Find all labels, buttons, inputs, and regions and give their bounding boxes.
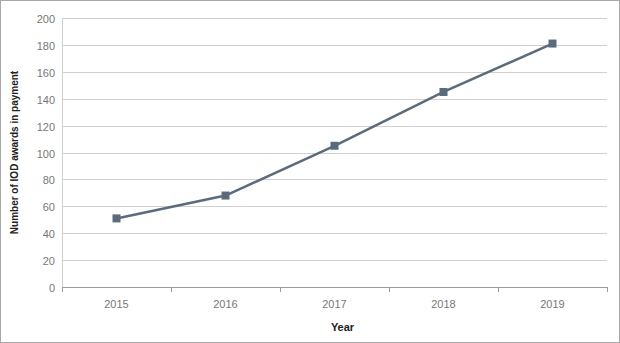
x-tick-label: 2018 (431, 298, 455, 310)
grid-line (62, 72, 607, 73)
chart-svg: 0 20 40 60 80 100 120 140 160 180 200 2015 2016 2017 2… (0, 0, 620, 343)
y-tick-label: 20 (43, 255, 55, 267)
x-tick-label: 2016 (213, 298, 237, 310)
x-tick-label: 2015 (104, 298, 128, 310)
data-marker (549, 40, 557, 48)
grid-line (62, 18, 607, 19)
grid-line (62, 260, 607, 261)
x-tick (62, 287, 63, 292)
grid-line (62, 206, 607, 207)
y-tick-label: 80 (43, 174, 55, 186)
y-tick-label: 40 (43, 228, 55, 240)
y-tick-label: 180 (37, 40, 55, 52)
frame (1, 1, 620, 343)
grid-line (62, 45, 607, 46)
y-tick-label: 200 (37, 13, 55, 25)
data-marker (113, 214, 121, 222)
y-tick-label: 60 (43, 201, 55, 213)
chart-container: 0 20 40 60 80 100 120 140 160 180 200 2015 2016 2017 2… (0, 0, 620, 343)
grid-line (62, 153, 607, 154)
x-tick (607, 287, 608, 292)
x-tick (498, 287, 499, 292)
x-axis-title: Year (331, 321, 355, 333)
x-tick (171, 287, 172, 292)
data-marker (331, 142, 339, 150)
x-tick (280, 287, 281, 292)
grid-line (62, 126, 607, 127)
data-marker (440, 88, 448, 96)
y-tick-label: 100 (37, 148, 55, 160)
y-tick-label: 140 (37, 94, 55, 106)
x-tick-label: 2017 (322, 298, 346, 310)
grid-line (62, 99, 607, 100)
y-tick-label: 120 (37, 121, 55, 133)
y-tick-label: 160 (37, 67, 55, 79)
y-axis-title: Number of IOD awards in payment (9, 70, 20, 234)
x-tick (389, 287, 390, 292)
plot-area (113, 40, 557, 223)
x-tick-label: 2019 (540, 298, 564, 310)
x-axis-line (62, 287, 607, 288)
y-tick-label: 0 (49, 282, 55, 294)
grid-line (62, 179, 607, 180)
y-axis-line (62, 18, 63, 287)
grid-line (62, 233, 607, 234)
data-marker (222, 192, 230, 200)
data-line (117, 44, 553, 219)
